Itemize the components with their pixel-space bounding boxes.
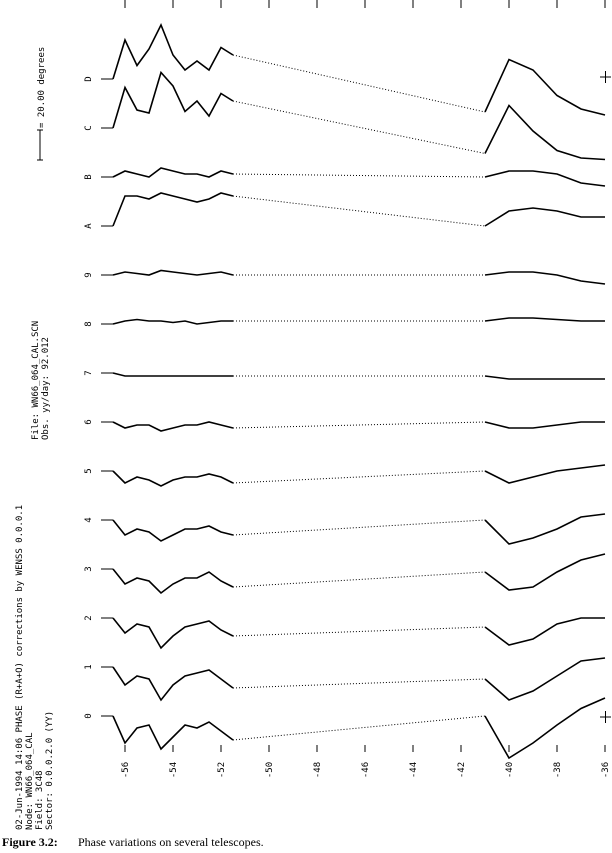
file-info: Obs. yy/day: 92.012 xyxy=(41,337,51,440)
series-line xyxy=(112,464,606,487)
file-info: File: WN66_064_CAL.SCN xyxy=(31,321,41,440)
x-tick-label: -52 xyxy=(217,762,227,778)
series-line xyxy=(112,167,606,187)
series-line xyxy=(112,269,606,285)
series-line xyxy=(112,657,606,702)
connector xyxy=(232,519,486,536)
caption-text: Phase variations on several telescopes. xyxy=(78,835,264,849)
x-tick-label: -42 xyxy=(457,762,467,778)
series-line xyxy=(112,70,606,161)
series-line xyxy=(112,697,606,760)
series-label: D xyxy=(84,76,94,81)
series-label: 7 xyxy=(84,370,94,375)
x-tick-label: -40 xyxy=(505,762,515,778)
scale-label: = 20.00 degrees xyxy=(37,47,47,128)
series-label: 5 xyxy=(84,468,94,473)
x-tick-label: -50 xyxy=(265,762,275,778)
series-label: 9 xyxy=(84,272,94,277)
series-line xyxy=(112,23,606,116)
connector xyxy=(232,54,486,113)
connector xyxy=(232,173,486,178)
series-label: C xyxy=(84,125,94,130)
x-tick-label: -46 xyxy=(361,762,371,778)
header-line: Field: 3C48 xyxy=(35,770,45,830)
series-label: A xyxy=(84,223,94,229)
cross-marker xyxy=(600,71,611,723)
series-label: 6 xyxy=(84,419,94,424)
connector xyxy=(232,678,486,689)
series-label: 1 xyxy=(84,664,94,669)
series-label: 0 xyxy=(84,713,94,718)
connector xyxy=(232,100,486,154)
series-line xyxy=(112,372,605,380)
connector xyxy=(232,626,486,637)
header-line: 02-Jun-1994 14:06 PHASE (R+A+O) correcti… xyxy=(15,505,25,830)
series-line xyxy=(112,421,605,432)
series-line xyxy=(112,553,606,595)
series-label: 2 xyxy=(84,615,94,620)
x-tick-label: -56 xyxy=(121,762,131,778)
header-line: Node: WN66_064_CAL xyxy=(25,732,35,830)
connector xyxy=(232,715,486,741)
caption-label: Figure 3.2: xyxy=(2,835,58,849)
series-label: 3 xyxy=(84,566,94,571)
x-tick-label: -54 xyxy=(169,762,179,778)
series-line xyxy=(112,192,605,227)
series-label: B xyxy=(84,174,94,179)
series-line xyxy=(112,317,605,325)
x-tick-label: -48 xyxy=(313,762,323,778)
connector xyxy=(232,195,486,227)
connector xyxy=(232,421,486,429)
series-line xyxy=(112,617,605,650)
x-tick-label: -36 xyxy=(601,762,611,778)
header-line: Sector: 0.0.0.2.0 (YY) xyxy=(45,711,55,830)
connector xyxy=(232,470,486,484)
series-label: 4 xyxy=(84,517,94,522)
series-line xyxy=(112,513,606,545)
series-label: 8 xyxy=(84,321,94,326)
connector xyxy=(232,571,486,588)
x-tick-label: -44 xyxy=(409,762,419,778)
x-tick-label: -38 xyxy=(553,762,563,778)
